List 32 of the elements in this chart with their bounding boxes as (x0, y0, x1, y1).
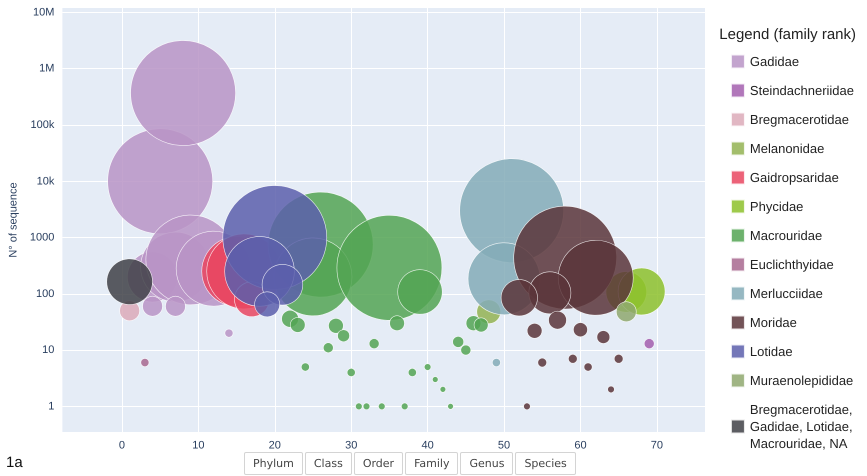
y-axis-title: N° of sequence (8, 182, 20, 258)
legend-label: Bregmacerotidae (750, 112, 849, 127)
legend-label: Moridae (750, 315, 797, 330)
y-tick-label: 100 (36, 288, 54, 300)
text: 1a (6, 454, 24, 471)
y-tick-label: 100k (30, 118, 55, 131)
y-tick-label: 1000 (30, 232, 54, 244)
y-tick-label: 1 (48, 400, 54, 412)
legend-label: Bregmacerotidae, Gadidae, Lotidae, Macrouridae, NA (750, 402, 853, 451)
y-tick-label: 10 (42, 344, 54, 356)
legend-label: Gadidae (750, 54, 800, 69)
x-tick-label: 0 (118, 440, 126, 452)
legend-label: Gaidropsaridae (750, 170, 839, 185)
legend-title: Legend (family rank) (719, 26, 856, 43)
x-tick-label: 60 (574, 440, 587, 452)
legend-label: Euclichthyidae (750, 257, 834, 272)
legend-label: Merlucciidae (750, 286, 823, 301)
x-tick-label: 20 (268, 440, 281, 452)
legend-label: Macrouridae (750, 228, 822, 243)
y-tick-label: 1M (39, 62, 54, 75)
legend-label: Lotidae (750, 344, 793, 359)
x-tick-label: 50 (498, 440, 510, 452)
x-tick-label: 10 (192, 440, 205, 452)
legend-label: Muraenolepididae (750, 373, 854, 388)
x-tick-label: 30 (345, 440, 358, 452)
legend-label: Phycidae (750, 199, 804, 214)
x-tick-label: 70 (650, 440, 663, 452)
y-tick-label: 10M (32, 6, 54, 18)
legend-label: Melanonidae (750, 141, 824, 156)
legend-label: Steindachneriidae (750, 83, 854, 98)
x-tick-label: 40 (422, 440, 434, 452)
y-tick-label: 10k (36, 175, 55, 188)
